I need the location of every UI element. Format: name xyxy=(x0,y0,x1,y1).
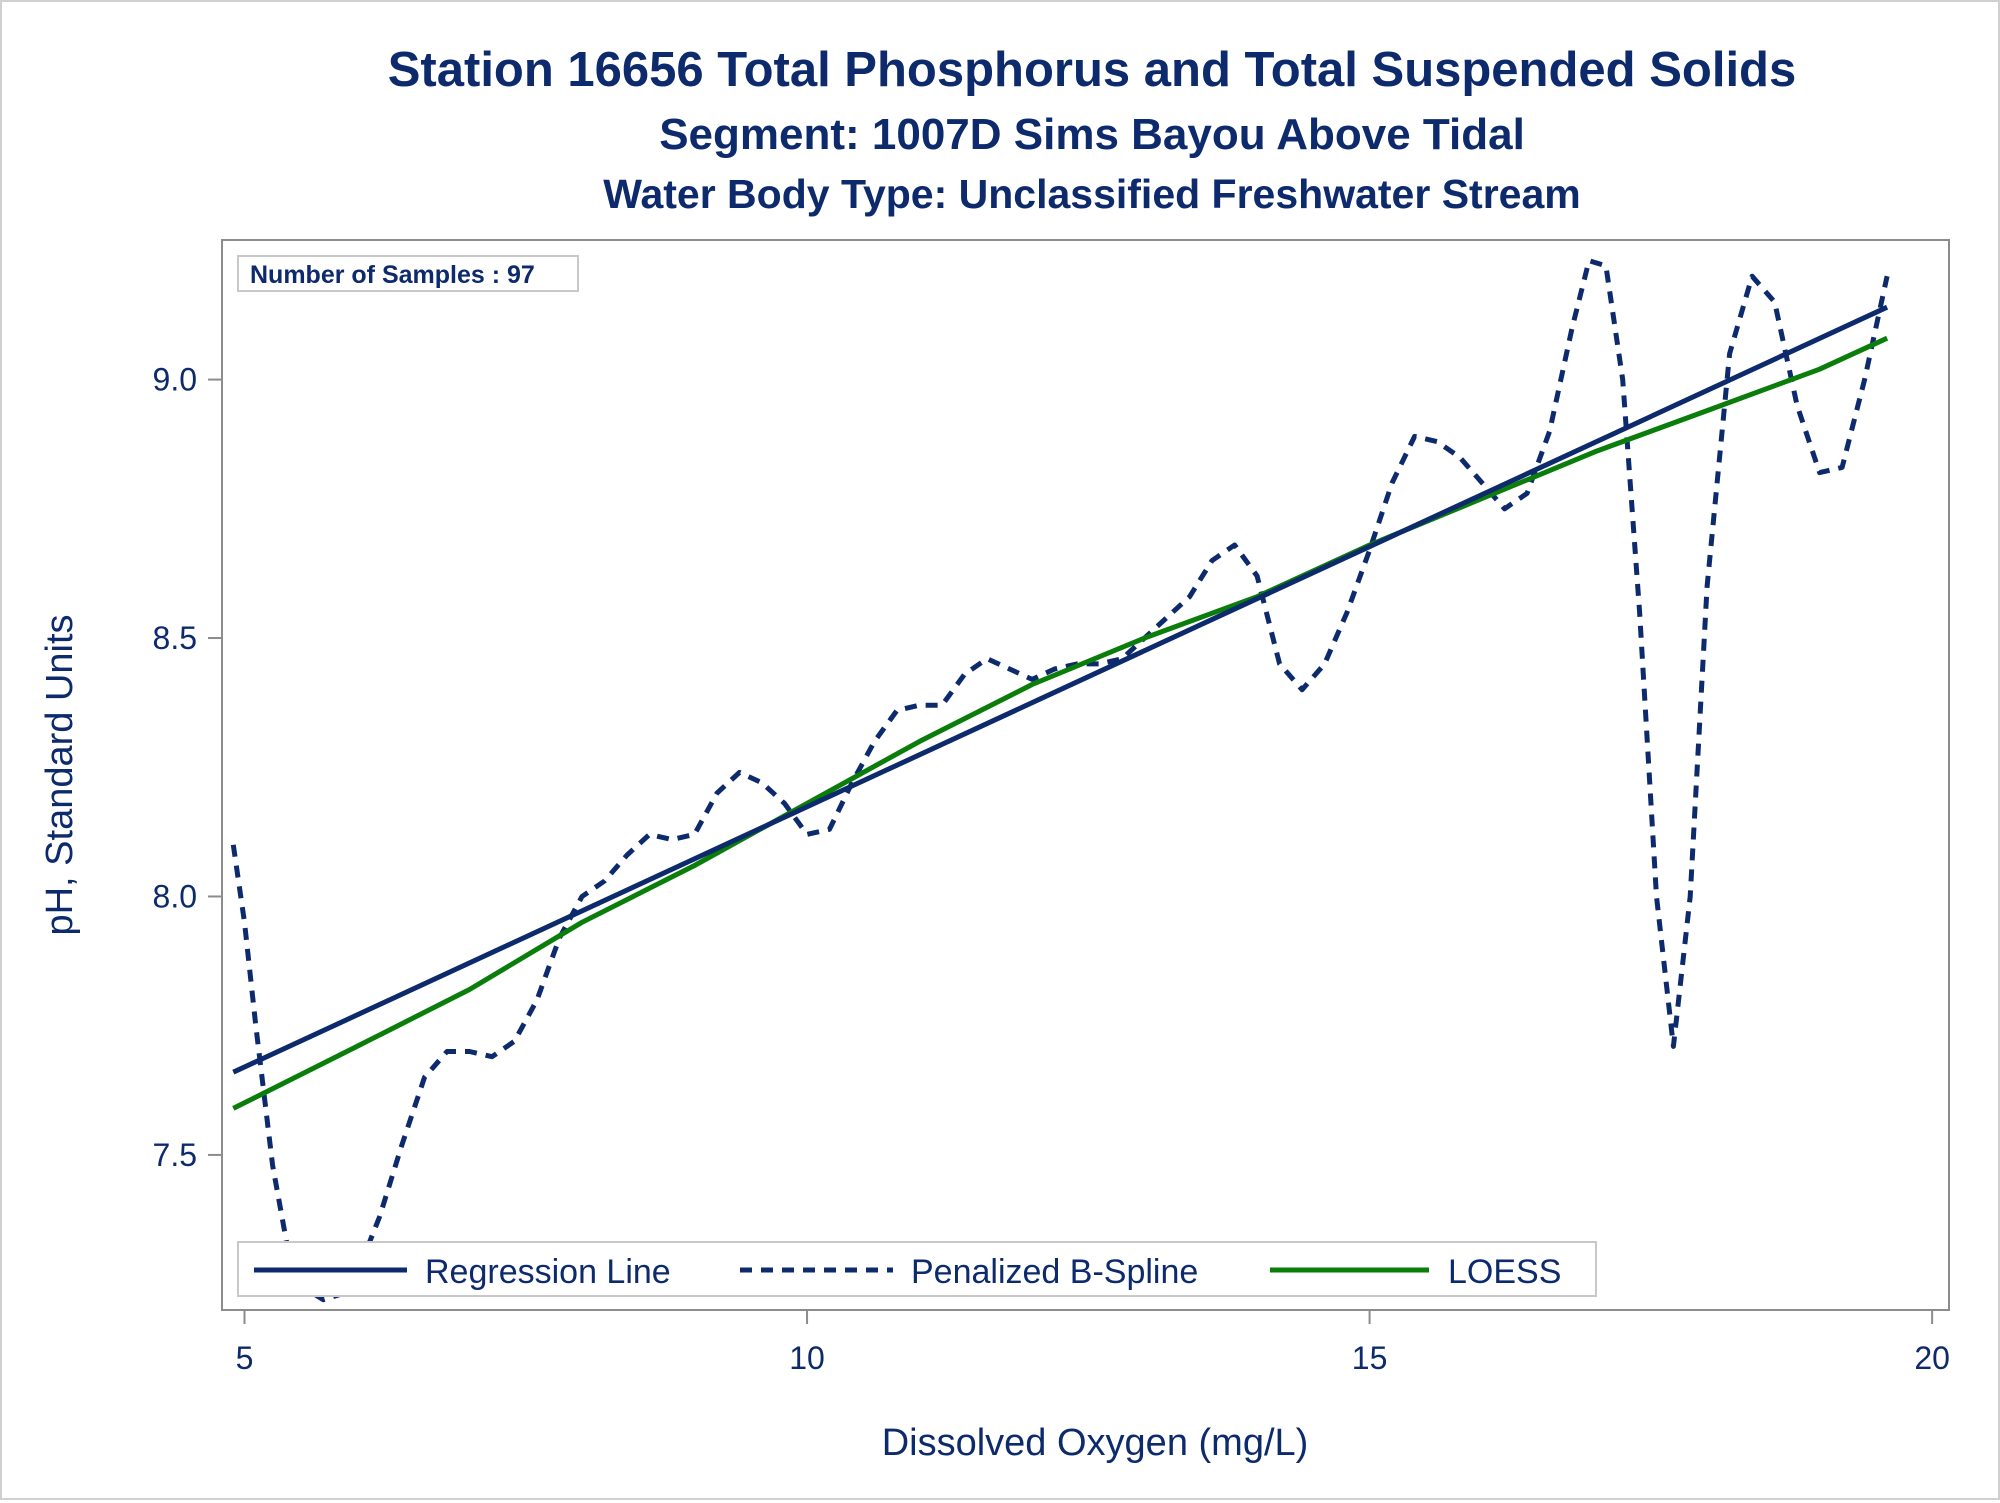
y-tick-label-1: 8.0 xyxy=(153,878,197,914)
sample-count-box: Number of Samples : 97 xyxy=(237,255,579,292)
x-tick-label-2: 15 xyxy=(1352,1340,1388,1376)
x-tick-label-3: 20 xyxy=(1914,1340,1950,1376)
sample-count-frame xyxy=(237,255,579,292)
y-tick-label-3: 9.0 xyxy=(153,362,197,398)
y-axis-label: pH, Standard Units xyxy=(39,614,81,935)
series-loess-line xyxy=(232,335,1889,1111)
legend-label-spline: Penalized B-Spline xyxy=(911,1253,1198,1291)
chart-subtitle-segment: Segment: 1007D Sims Bayou Above Tidal xyxy=(659,110,1525,159)
x-tick-label-0: 5 xyxy=(236,1340,254,1376)
x-tick-label-1: 10 xyxy=(789,1340,825,1376)
plot-area xyxy=(221,239,1950,1311)
legend-label-loess: LOESS xyxy=(1448,1253,1561,1291)
y-tick-label-2: 8.5 xyxy=(153,620,197,656)
chart-title: Station 16656 Total Phosphorus and Total… xyxy=(388,43,1797,97)
y-axis: 7.5 8.0 8.5 9.0 xyxy=(153,362,222,1173)
series-regression-line xyxy=(232,304,1889,1075)
y-tick-label-0: 7.5 xyxy=(153,1137,197,1173)
x-axis-label: Dissolved Oxygen (mg/L) xyxy=(882,1422,1309,1464)
chart-subtitle-waterbody: Water Body Type: Unclassified Freshwater… xyxy=(603,171,1580,217)
series-layer xyxy=(230,258,1890,1303)
legend-frame xyxy=(237,1241,1597,1297)
series-penalized-b-spline xyxy=(230,258,1890,1303)
legend: Regression Line Penalized B-Spline LOESS xyxy=(237,1241,1597,1297)
sample-count-label: Number of Samples : 97 xyxy=(250,261,535,289)
legend-label-regression: Regression Line xyxy=(425,1253,671,1291)
x-axis: 5 10 15 20 xyxy=(236,1310,1950,1376)
